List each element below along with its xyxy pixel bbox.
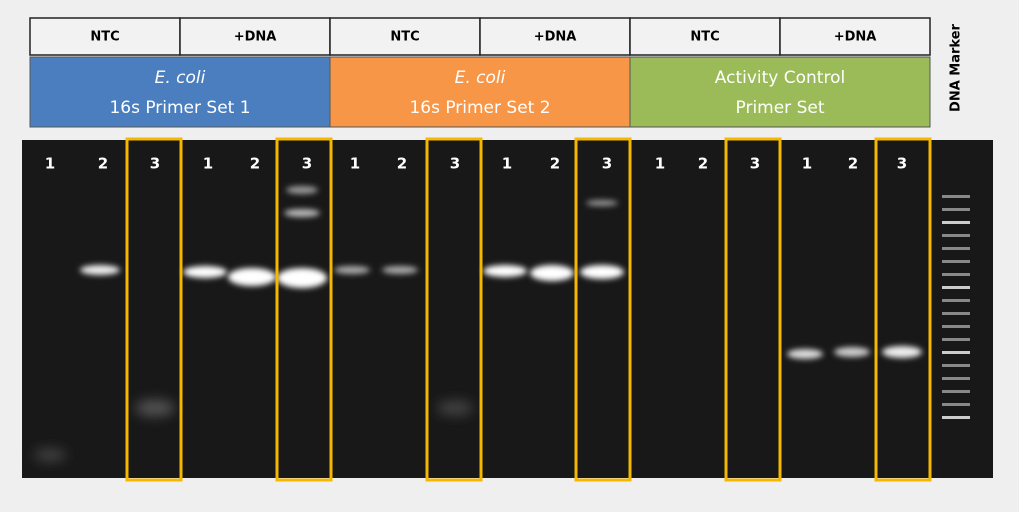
lane-number: 3 — [450, 155, 460, 173]
header-label: +DNA — [234, 30, 277, 45]
header-cell — [479, 17, 631, 56]
ladder-band — [942, 325, 970, 328]
ladder-band — [942, 208, 970, 211]
lane-number: 3 — [750, 155, 760, 173]
group-subtitle: 16s Primer Set 1 — [109, 98, 250, 118]
group-box — [29, 56, 331, 128]
highlight-box — [275, 137, 333, 482]
lane-number: 1 — [802, 155, 812, 173]
header-cell — [779, 17, 931, 56]
header-label: +DNA — [534, 30, 577, 45]
group-title: Activity Control — [715, 68, 845, 88]
lane-number: 1 — [203, 155, 213, 173]
gel — [22, 140, 993, 478]
lane-number: 2 — [848, 155, 858, 173]
lane-number: 3 — [897, 155, 907, 173]
highlight-box — [574, 137, 632, 482]
ladder-band — [942, 403, 970, 406]
lane-number: 2 — [698, 155, 708, 173]
group-box — [629, 56, 931, 128]
ladder-band — [942, 195, 970, 198]
ladder-band — [942, 299, 970, 302]
group-box — [329, 56, 631, 128]
highlight-box — [125, 137, 183, 482]
highlight-box — [724, 137, 782, 482]
group-subtitle: Primer Set — [736, 98, 825, 118]
ladder-band — [942, 338, 970, 341]
header-cell — [329, 17, 481, 56]
header-label: NTC — [390, 30, 419, 45]
lane-number: 2 — [98, 155, 108, 173]
marker-label: DNA Marker — [949, 23, 964, 111]
header-label: NTC — [690, 30, 719, 45]
lane-number: 2 — [397, 155, 407, 173]
group-subtitle: 16s Primer Set 2 — [409, 98, 550, 118]
bands — [34, 186, 922, 461]
ladder-band — [942, 286, 970, 289]
header-label: +DNA — [834, 30, 877, 45]
lane-number: 2 — [250, 155, 260, 173]
lane-number: 3 — [302, 155, 312, 173]
lane-number: 1 — [350, 155, 360, 173]
ladder-band — [942, 351, 970, 354]
ladder-band — [942, 234, 970, 237]
lane-number: 3 — [602, 155, 612, 173]
lane-number: 1 — [502, 155, 512, 173]
ladder-band — [942, 312, 970, 315]
lane-number: 2 — [550, 155, 560, 173]
ladder-band — [942, 273, 970, 276]
ladder-band — [942, 247, 970, 250]
highlight-box — [874, 137, 932, 482]
ladder-band — [942, 364, 970, 367]
ladder-band — [942, 416, 970, 419]
lane-number: 3 — [150, 155, 160, 173]
ladder-band — [942, 390, 970, 393]
dna-ladder — [942, 195, 970, 419]
lane-number: 1 — [45, 155, 55, 173]
header-label: NTC — [90, 30, 119, 45]
group-title: E. coli — [455, 68, 506, 88]
highlight-box — [425, 137, 483, 482]
header-cell — [29, 17, 181, 56]
lane-number: 1 — [655, 155, 665, 173]
group-title: E. coli — [155, 68, 206, 88]
ladder-band — [942, 377, 970, 380]
ladder-band — [942, 260, 970, 263]
ladder-band — [942, 221, 970, 224]
header-cell — [629, 17, 781, 56]
